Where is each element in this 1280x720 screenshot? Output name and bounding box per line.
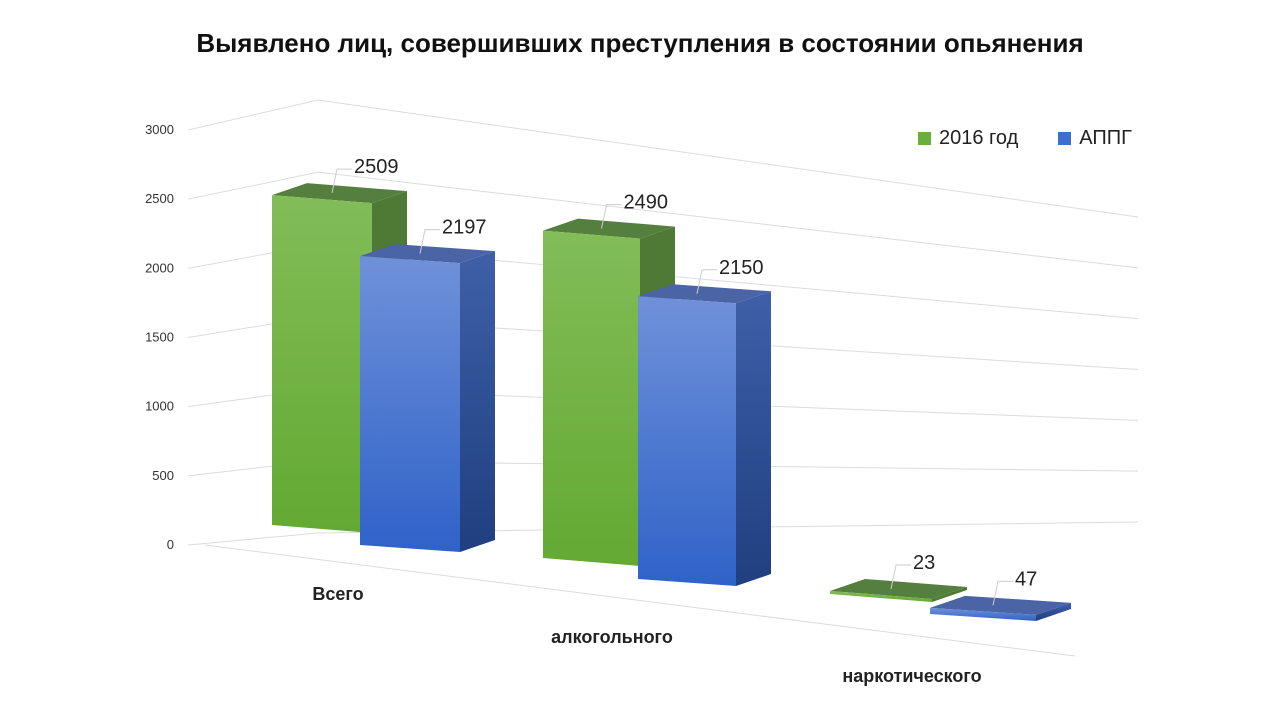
legend-item-appg: АППГ — [1058, 127, 1132, 150]
bar-appg-2 — [930, 595, 1071, 621]
gridline-side — [187, 99, 319, 131]
y-tick-label: 2500 — [145, 191, 174, 206]
bar-appg-1-top — [638, 284, 771, 304]
gridline — [317, 171, 1139, 269]
bar-2016-2-front — [830, 590, 932, 602]
category-label: наркотического — [842, 666, 981, 686]
label-2016-1: 2490 — [624, 192, 669, 214]
bar-2016-1-top — [543, 218, 675, 239]
bars — [272, 183, 1071, 621]
y-tick-label: 1500 — [145, 330, 174, 345]
label-appg-2-leader — [992, 580, 1013, 606]
category-label: алкогольного — [551, 627, 673, 647]
label-2016-2: 23 — [913, 552, 935, 574]
label-2016-0-leader — [331, 168, 352, 194]
bar-appg-0-front — [360, 256, 460, 552]
label-appg-1: 2150 — [719, 257, 764, 279]
bar-appg-1-front — [638, 296, 736, 586]
bar-appg-0-side — [460, 251, 495, 553]
gridline-side — [187, 532, 319, 546]
label-2016-0: 2509 — [354, 156, 399, 178]
legend-item-2016: 2016 год — [918, 127, 1018, 150]
bar-2016-2-top — [830, 578, 967, 599]
bar-2016-2-side — [932, 586, 967, 602]
floor-edge — [204, 544, 1076, 657]
legend-swatch-green — [918, 132, 931, 145]
label-appg-0-leader — [419, 229, 440, 254]
bar-2016-0-front — [272, 195, 372, 533]
legend-label-2016: 2016 год — [939, 127, 1019, 149]
y-tick-label: 0 — [167, 537, 174, 552]
gridline — [317, 99, 1139, 218]
category-label: Всего — [312, 584, 363, 604]
legend-label-appg: АППГ — [1079, 127, 1132, 149]
data-labels: 2509 2197 2490 2150 23 47 — [331, 156, 1037, 606]
gridline-side — [187, 171, 319, 200]
y-axis-ticks: 0 500 1000 1500 2000 2500 3000 — [145, 122, 174, 552]
bar-appg-1-side — [736, 291, 771, 586]
label-appg-0: 2197 — [442, 217, 487, 239]
category-labels: Всего алкогольного наркотического — [312, 584, 981, 686]
legend: 2016 год АППГ — [918, 127, 1132, 150]
y-tick-label: 500 — [152, 468, 174, 483]
bar-appg-2-front — [930, 607, 1036, 621]
bar-appg-0 — [360, 244, 495, 553]
label-appg-1-leader — [696, 269, 717, 294]
chart-title: Выявлено лиц, совершивших преступления в… — [196, 28, 1084, 58]
bar-2016-1-front — [543, 230, 640, 566]
y-tick-label: 1000 — [145, 399, 174, 414]
bar-appg-2-side — [1036, 602, 1071, 621]
legend-swatch-blue — [1058, 132, 1072, 145]
y-tick-label: 2000 — [145, 260, 174, 275]
bar-appg-2-top — [930, 595, 1071, 615]
bar-appg-0-top — [360, 244, 495, 264]
y-tick-label: 3000 — [145, 122, 174, 137]
label-2016-2-leader — [890, 564, 911, 590]
bar-2016-2 — [830, 578, 967, 602]
label-appg-2: 47 — [1015, 568, 1037, 590]
label-2016-1-leader — [601, 204, 622, 229]
bar-2016-0-top — [272, 183, 407, 204]
bar-appg-1 — [638, 284, 771, 586]
